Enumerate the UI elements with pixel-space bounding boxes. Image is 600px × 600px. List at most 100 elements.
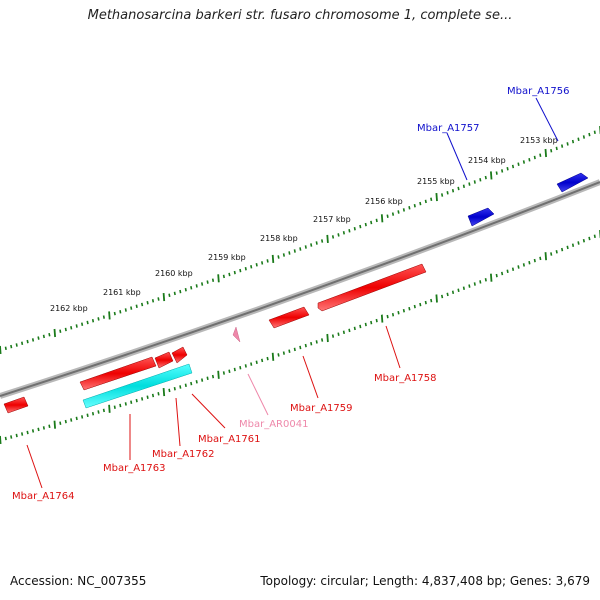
minor-tick	[550, 148, 553, 153]
leader-mbar-a1758	[385, 325, 401, 369]
minor-tick	[21, 341, 24, 346]
gene-mbar-ar0041[interactable]: Mbar_AR0041	[232, 326, 308, 430]
leader-mbar-a1764	[26, 444, 43, 489]
gene-label-mbar-a1758: Mbar_A1758	[374, 373, 437, 384]
minor-tick	[571, 139, 575, 144]
minor-tick	[588, 236, 591, 241]
minor-tick	[135, 304, 138, 309]
gene-mbar-a1759[interactable]: Mbar_A1759	[268, 306, 353, 414]
gene-label-mbar-a1759: Mbar_A1759	[290, 403, 353, 414]
major-tick	[435, 193, 438, 202]
minor-tick	[321, 338, 324, 342]
minor-tick	[75, 416, 78, 421]
minor-tick	[462, 286, 465, 290]
minor-tick	[386, 214, 389, 218]
minor-tick	[91, 318, 95, 323]
minor-tick	[282, 351, 285, 355]
gene-mbar-a1761[interactable]: Mbar_A1761	[171, 346, 261, 445]
minor-tick	[130, 306, 133, 310]
minor-tick	[299, 345, 302, 350]
minor-tick	[473, 180, 476, 184]
minor-tick	[310, 341, 313, 346]
major-tick	[271, 254, 275, 263]
minor-tick	[441, 193, 444, 197]
gene-label-mbar-a1763: Mbar_A1763	[103, 463, 166, 474]
minor-tick	[375, 318, 378, 323]
gene-mbar-a1764[interactable]: Mbar_A1764	[3, 396, 75, 502]
gene-mbar-a1756[interactable]: Mbar_A1756	[507, 86, 589, 193]
gene-mbar-a1763[interactable]: Mbar_A1763	[79, 356, 193, 474]
major-tick	[217, 274, 220, 283]
minor-tick	[15, 433, 18, 438]
chromosome-backbone	[0, 179, 600, 399]
minor-tick	[364, 322, 367, 327]
minor-tick	[582, 238, 585, 243]
minor-tick	[195, 284, 198, 288]
minor-tick	[337, 233, 340, 237]
minor-tick	[424, 199, 427, 204]
minor-tick	[484, 278, 487, 282]
minor-tick	[255, 360, 258, 365]
minor-tick	[130, 400, 133, 404]
minor-tick	[195, 380, 198, 384]
major-tick	[162, 388, 166, 397]
gene-label-mbar-a1761: Mbar_A1761	[198, 434, 261, 445]
gene-label-mbar-ar0041: Mbar_AR0041	[239, 419, 308, 430]
major-tick	[217, 370, 220, 379]
minor-tick	[511, 267, 515, 271]
minor-tick	[413, 203, 416, 208]
chromosome-backbone-core	[0, 181, 600, 397]
minor-tick	[91, 411, 95, 416]
gene-mbar-a1758[interactable]: Mbar_A1758	[317, 263, 437, 384]
major-tick	[544, 252, 547, 261]
minor-tick	[266, 259, 269, 263]
minor-tick	[4, 346, 7, 351]
minor-tick	[293, 347, 296, 352]
minor-tick	[582, 135, 585, 139]
minor-tick	[266, 356, 269, 361]
minor-tick	[228, 369, 231, 374]
minor-tick	[277, 255, 280, 259]
major-tick	[0, 345, 2, 355]
minor-tick	[533, 155, 536, 160]
minor-tick	[184, 287, 187, 292]
minor-tick	[533, 258, 536, 263]
minor-tick	[26, 430, 29, 435]
minor-tick	[555, 250, 558, 254]
minor-tick	[348, 229, 351, 233]
minor-tick	[168, 388, 171, 393]
minor-tick	[402, 208, 405, 212]
minor-tick	[211, 278, 215, 282]
minor-tick	[239, 268, 242, 273]
minor-tick	[201, 378, 204, 382]
gene-label-mbar-a1764: Mbar_A1764	[12, 491, 75, 502]
minor-tick	[299, 247, 302, 251]
leader-mbar-ar0041	[247, 373, 269, 416]
minor-tick	[146, 300, 149, 305]
major-tick	[544, 148, 547, 158]
gene-label-mbar-a1762: Mbar_A1762	[152, 449, 215, 460]
gene-mbar-a1757[interactable]: Mbar_A1757	[417, 123, 495, 227]
minor-tick	[402, 308, 405, 313]
major-tick	[380, 314, 384, 323]
major-tick	[162, 293, 166, 302]
minor-tick	[81, 322, 84, 326]
major-tick	[490, 273, 493, 282]
major-tick	[271, 352, 275, 361]
minor-tick	[419, 302, 422, 307]
minor-tick	[571, 243, 575, 247]
minor-tick	[81, 415, 84, 419]
minor-tick	[228, 272, 231, 277]
minor-tick	[430, 197, 433, 202]
minor-tick	[42, 426, 45, 430]
gene-mbar-a1762[interactable]: Mbar_A1762	[152, 351, 215, 460]
minor-tick	[48, 332, 51, 337]
minor-tick	[31, 429, 35, 433]
kbp-label-2160: 2160 kbp	[155, 269, 193, 278]
minor-tick	[21, 432, 24, 436]
minor-tick	[261, 261, 264, 265]
minor-tick	[561, 247, 564, 252]
minor-tick	[391, 312, 395, 317]
minor-tick	[59, 421, 62, 425]
major-tick	[490, 171, 493, 180]
